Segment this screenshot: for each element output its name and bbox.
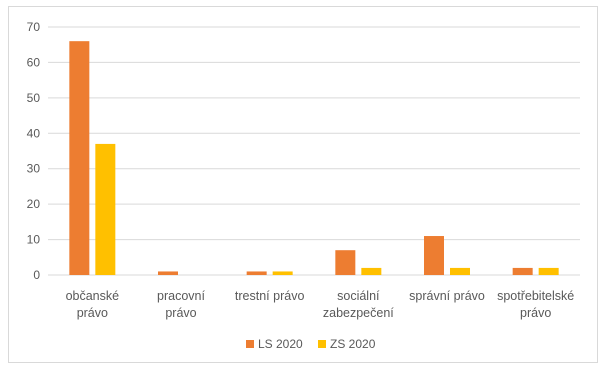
bar (450, 267, 470, 275)
y-axis-tick-labels: 0 10 20 30 40 50 60 70 (27, 20, 41, 282)
y-tick-label: 60 (27, 55, 41, 69)
y-tick-label: 10 (27, 233, 41, 247)
bar (335, 250, 356, 275)
legend: LS 2020 ZS 2020 (246, 337, 376, 351)
x-category-label: trestní právo (235, 289, 305, 303)
legend-swatch (318, 340, 326, 348)
bar (512, 267, 533, 275)
x-category-label: správní právo (409, 289, 485, 303)
bars (69, 41, 559, 275)
x-category-label: spotřebitelské právo (497, 289, 574, 320)
gridlines (48, 26, 580, 276)
bar (246, 271, 267, 275)
y-tick-label: 50 (27, 91, 41, 105)
x-axis-category-labels: občanské právo pracovní právo trestní právo s… (66, 289, 575, 320)
x-category-label: pracovní právo (157, 289, 205, 320)
x-category-label: sociální zabezpečení (323, 289, 394, 320)
bar (69, 41, 90, 275)
bar (158, 271, 178, 275)
legend-label: LS 2020 (258, 337, 303, 351)
legend-label: ZS 2020 (330, 337, 376, 351)
y-tick-label: 70 (27, 20, 41, 34)
bar (361, 267, 382, 275)
x-category-label: občanské právo (66, 289, 120, 320)
bar (424, 236, 444, 275)
y-tick-label: 20 (27, 197, 41, 211)
y-tick-label: 0 (33, 268, 40, 282)
bar (538, 267, 559, 275)
bar (95, 143, 116, 275)
legend-swatch (246, 340, 254, 348)
y-tick-label: 40 (27, 126, 41, 140)
bar (272, 271, 293, 275)
y-tick-label: 30 (27, 162, 41, 176)
